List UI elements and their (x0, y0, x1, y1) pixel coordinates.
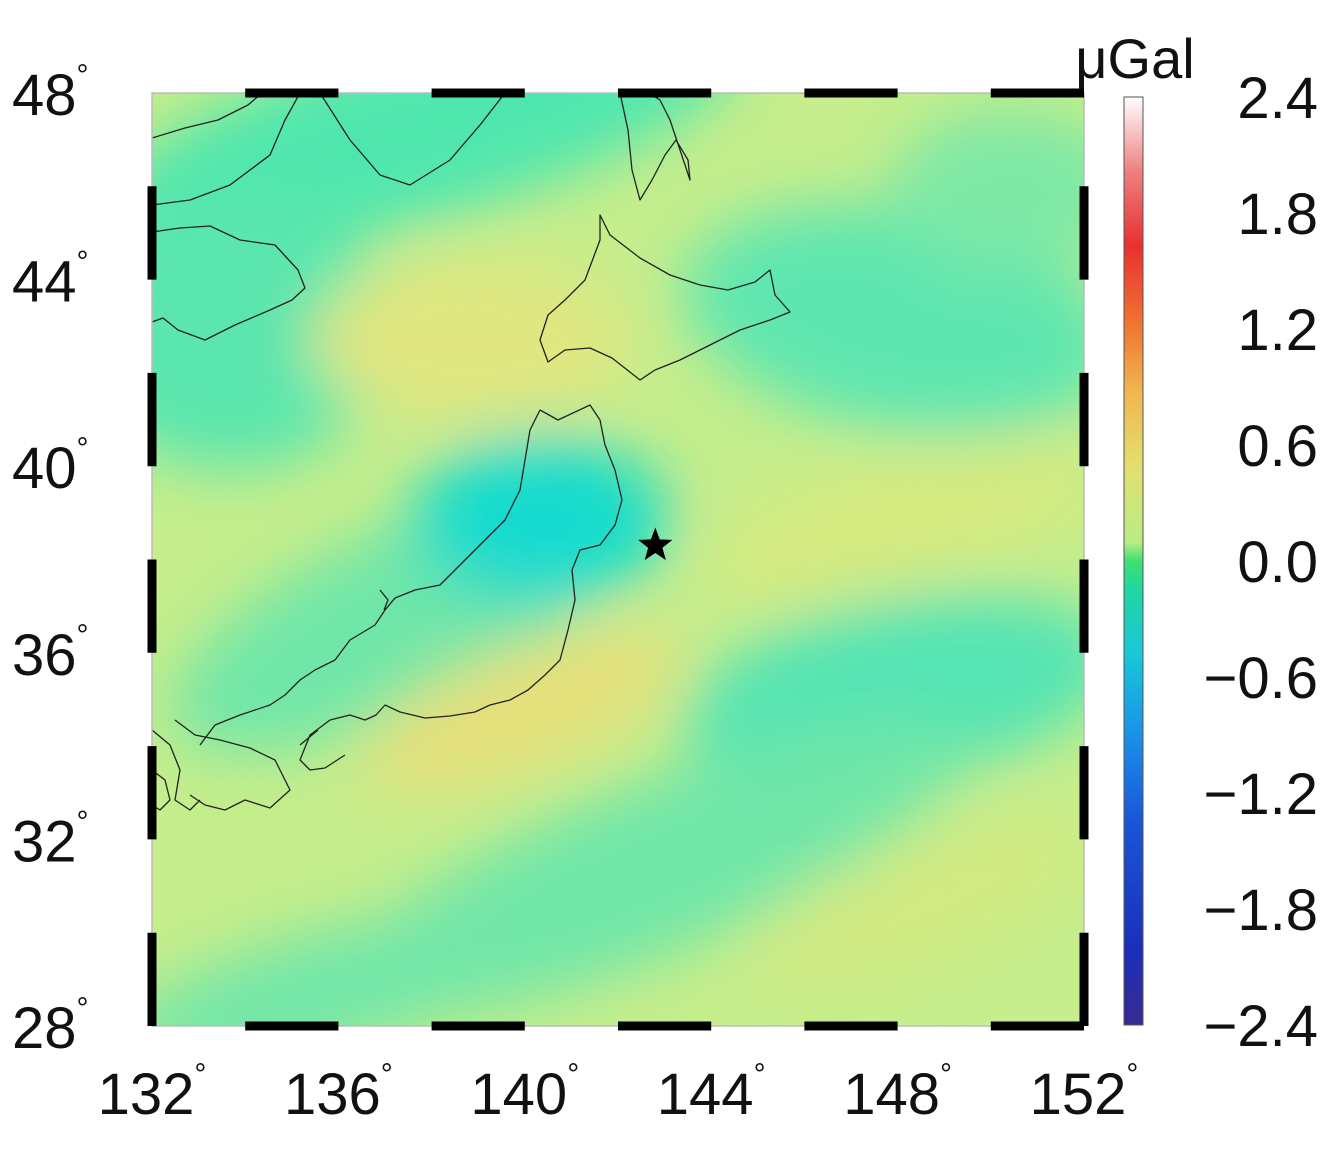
y-axis-ticks: 48° 44° 40° 36° 32° 28° (12, 59, 89, 1061)
x-tick-label: 148° (843, 1058, 952, 1127)
epicenter-star-icon (638, 527, 673, 561)
shikoku-kyushu-coast (152, 719, 291, 811)
hokkaido-coast (539, 214, 791, 381)
x-tick-label: 136° (284, 1058, 393, 1127)
x-tick-label: 144° (657, 1058, 766, 1127)
map-frame (147, 88, 1089, 1031)
sakhalin-coast (619, 93, 691, 201)
colorbar-tick-label: −0.6 (1204, 646, 1319, 711)
x-axis-ticks: 132° 136° 140° 144° 148° 152° (98, 1058, 1139, 1127)
colorbar-tick-label: 2.4 (1237, 66, 1318, 131)
colorbar-tick-label: 0.6 (1237, 414, 1318, 479)
colorbar-tick-label: 1.8 (1237, 182, 1318, 247)
x-tick-label: 152° (1030, 1058, 1139, 1127)
colorbar-tick-label: 0.0 (1237, 530, 1318, 595)
colorbar-tick-label: −2.4 (1204, 994, 1319, 1059)
colorbar-tick-label: −1.8 (1204, 878, 1319, 943)
y-tick-label: 36° (12, 619, 89, 688)
asian-mainland-coast (152, 93, 506, 341)
frame-dashes (147, 88, 1089, 1031)
coastlines (152, 93, 791, 811)
colorbar: μGal 2.4 1.8 1.2 0.6 0.0 −0.6 −1.2 −1.8 −2.4 (1075, 27, 1318, 1059)
gravity-field (152, 93, 1084, 1026)
y-tick-label: 32° (12, 805, 89, 874)
x-tick-label: 132° (98, 1058, 207, 1127)
y-tick-label: 40° (12, 432, 89, 501)
colorbar-unit-label: μGal (1075, 27, 1194, 90)
honshu-coast (199, 404, 623, 771)
colorbar-ticks: 2.4 1.8 1.2 0.6 0.0 −0.6 −1.2 −1.8 −2.4 (1204, 66, 1319, 1059)
y-tick-label: 28° (12, 992, 89, 1061)
x-tick-label: 140° (470, 1058, 579, 1127)
colorbar-gradient (1123, 96, 1144, 1026)
colorbar-tick-label: −1.2 (1204, 762, 1319, 827)
y-tick-label: 44° (12, 246, 89, 315)
y-tick-label: 48° (12, 59, 89, 128)
colorbar-tick-label: 1.2 (1237, 298, 1318, 363)
